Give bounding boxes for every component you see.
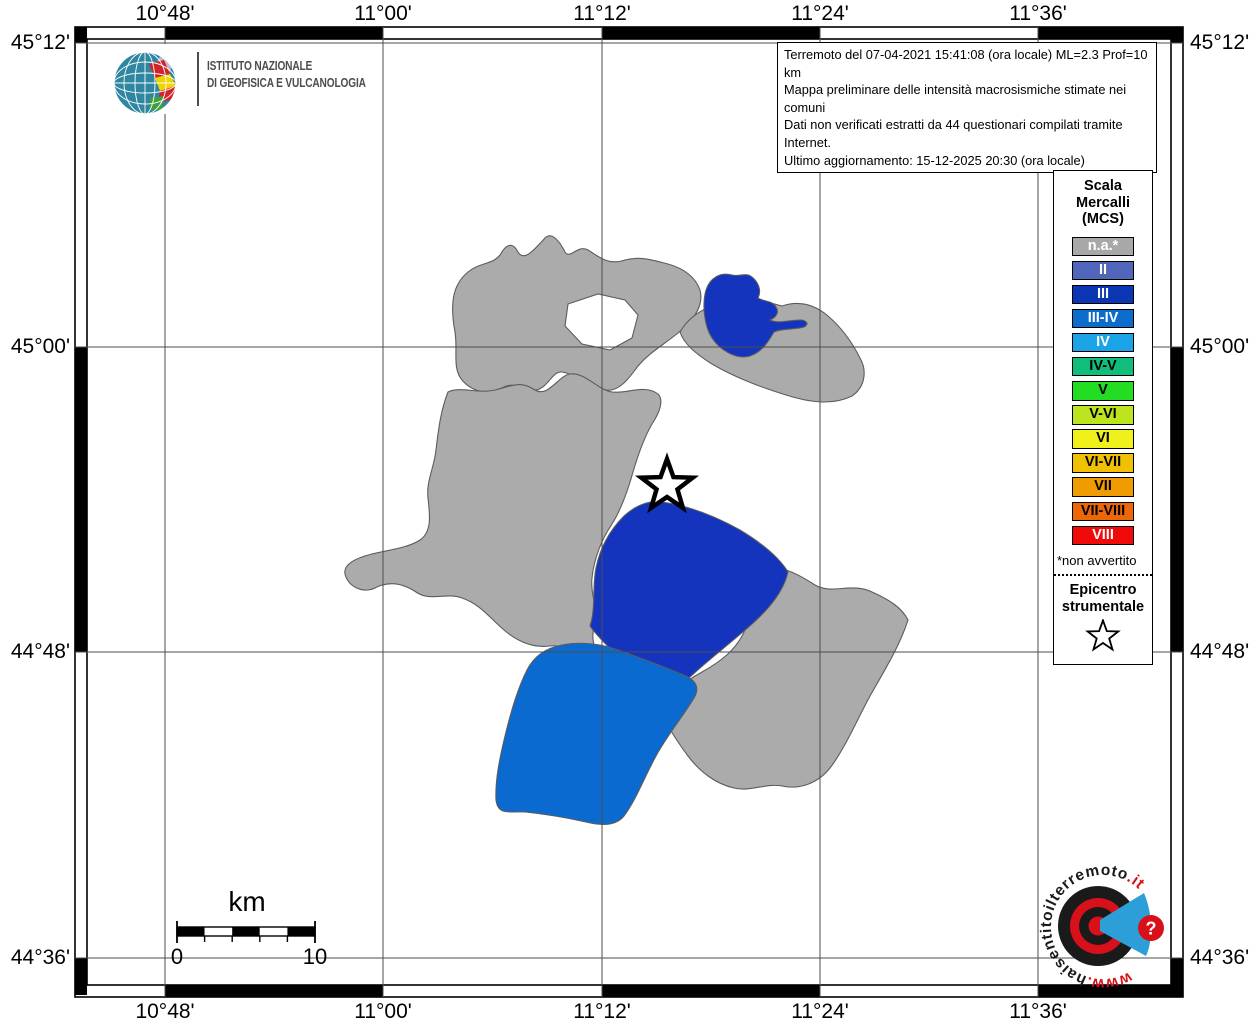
mercalli-legend: Scala Mercalli (MCS) n.a.* II III III-IV IV I… (1053, 170, 1153, 666)
legend-swatch-ii: II (1072, 260, 1134, 281)
legend-swatch-iiiiv: III-IV (1072, 308, 1134, 329)
axis-label-bottom-2: 11°12' (573, 1000, 631, 1023)
earthquake-info-box: Terremoto del 07-04-2021 15:41:08 (ora l… (777, 42, 1157, 174)
municipality-polygons (344, 235, 909, 826)
axis-label-bottom-0: 10°48' (135, 1000, 195, 1023)
info-line-questionnaires: Dati non verificati estratti da 44 quest… (784, 117, 1123, 150)
axis-label-top-3: 11°24' (791, 2, 849, 25)
axis-label-left-1: 45°00' (10, 335, 70, 358)
scale-bar-unit: km (228, 886, 266, 917)
axis-label-top-1: 11°00' (354, 2, 412, 25)
ingv-logo-divider (197, 52, 199, 106)
ingv-globe-icon (113, 51, 177, 115)
legend-swatch-iii: III (1072, 284, 1134, 305)
axis-label-top-0: 10°48' (135, 2, 195, 25)
question-mark: ? (1146, 919, 1157, 939)
axis-label-bottom-1: 11°00' (354, 1000, 412, 1023)
question-badge (1138, 915, 1164, 941)
epicenter-star (634, 452, 700, 514)
legend-swatch-viiviii: VII-VIII (1072, 501, 1134, 522)
legend-divider (1054, 574, 1152, 577)
axis-label-top-4: 11°36' (1009, 2, 1067, 25)
info-line-updated: Ultimo aggiornamento: 15-12-2025 20:30 (… (784, 152, 1085, 168)
legend-swatch-vii: VII (1072, 477, 1134, 497)
intensity-polygon-south (495, 642, 698, 826)
legend-swatch-iv: IV (1072, 332, 1134, 353)
ingv-logo: ISTITUTO NAZIONALE DI GEOFISICA E VULCAN… (96, 44, 366, 115)
scale-bar-end-label: 10 (302, 944, 328, 969)
legend-epicenter-title: Epicentro strumentale (1061, 582, 1145, 615)
haisentito-logo: ? www.haisentitoilterremoto.it (1038, 862, 1164, 992)
axis-label-left-2: 44°48' (10, 640, 70, 663)
axis-label-bottom-4: 11°36' (1009, 1000, 1067, 1023)
ingv-wordmark: ISTITUTO NAZIONALE DI GEOFISICA E VULCAN… (207, 58, 366, 91)
legend-title: Scala Mercalli (MCS) (1076, 178, 1130, 227)
legend-swatch-ivv: IV-V (1072, 356, 1134, 377)
legend-swatch-vivii: VI-VII (1072, 453, 1134, 473)
legend-footnote: *non avvertito (1057, 553, 1137, 569)
legend-swatch-v: V (1072, 381, 1134, 401)
legend-swatch-vvi: V-VI (1072, 405, 1134, 425)
epicenter-star-icon (634, 452, 700, 514)
axis-label-right-1: 45°00' (1190, 335, 1250, 358)
legend-swatch-na: n.a.* (1072, 236, 1134, 256)
legend-swatch-vi: VI (1072, 429, 1134, 449)
axis-label-left-0: 45°12' (10, 31, 70, 54)
axis-label-top-2: 11°12' (573, 2, 631, 25)
municipality-cluster-southeast (659, 566, 909, 790)
scale-bar (176, 921, 316, 943)
axis-label-bottom-3: 11°24' (791, 1000, 849, 1023)
megaphone-cone-icon (1100, 893, 1152, 956)
ingv-wordmark-line1: ISTITUTO NAZIONALE (207, 58, 313, 73)
ingv-wordmark-line2: DI GEOFISICA E VULCANOLOGIA (207, 74, 366, 90)
info-line-event: Terremoto del 07-04-2021 15:41:08 (ora l… (784, 47, 1148, 80)
axis-label-left-3: 44°36' (10, 946, 70, 969)
intensity-polygon-north (703, 273, 808, 358)
scale-bar-start-label: 0 (170, 944, 184, 969)
municipality-cluster-north (452, 235, 702, 393)
legend-items: n.a.* II III III-IV IV IV-V V V-VI VI VI-VII VII VI… (1054, 236, 1152, 546)
axis-label-right-3: 44°36' (1190, 946, 1250, 969)
axis-label-right-0: 45°12' (1190, 31, 1250, 54)
axis-label-right-2: 44°48' (1190, 640, 1250, 663)
map-frame (74, 26, 1184, 998)
legend-epicenter-star-icon (1085, 617, 1121, 652)
legend-swatch-viii: VIII (1072, 525, 1134, 546)
info-line-map-type: Mappa preliminare delle intensità macros… (784, 82, 1127, 115)
